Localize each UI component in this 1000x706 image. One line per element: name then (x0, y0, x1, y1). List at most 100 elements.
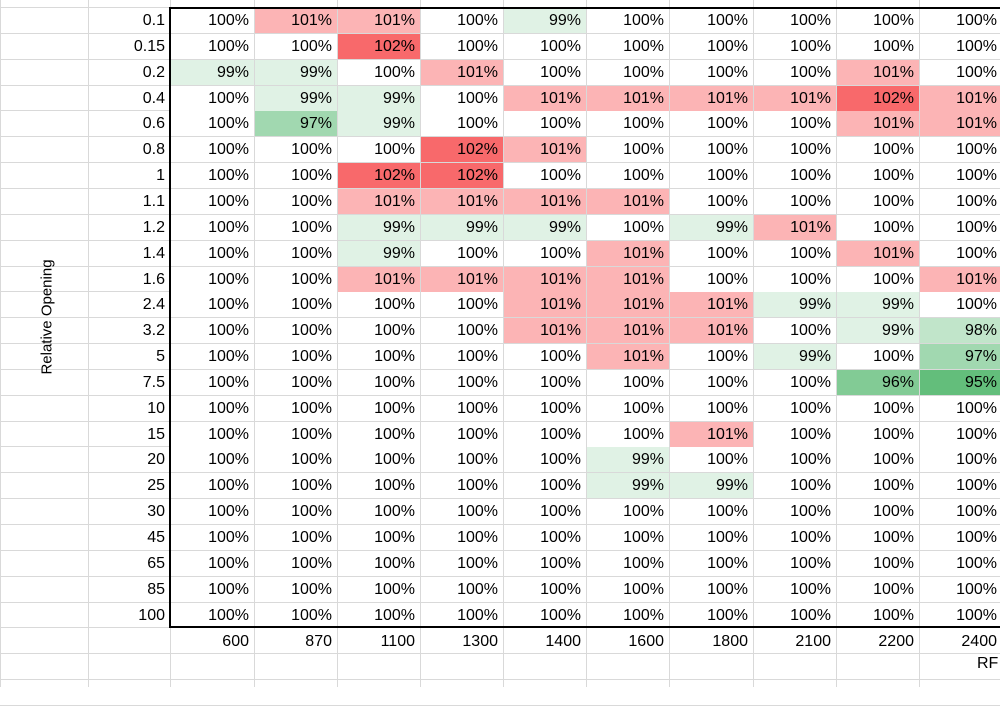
heatmap-cell[interactable]: 100% (837, 499, 919, 524)
heatmap-cell[interactable]: 99% (754, 344, 836, 369)
heatmap-cell[interactable]: 100% (255, 241, 337, 266)
heatmap-cell[interactable]: 100% (421, 344, 503, 369)
heatmap-cell[interactable]: 100% (754, 111, 836, 136)
heatmap-cell[interactable]: 100% (171, 344, 254, 369)
heatmap-cell[interactable]: 100% (587, 163, 669, 188)
heatmap-cell[interactable]: 100% (338, 473, 420, 498)
heatmap-cell[interactable]: 101% (504, 137, 586, 162)
heatmap-cell[interactable]: 100% (587, 396, 669, 421)
heatmap-cell[interactable]: 100% (754, 447, 836, 472)
heatmap-cell[interactable]: 100% (754, 60, 836, 85)
heatmap-cell[interactable]: 100% (920, 525, 1000, 550)
heatmap-cell[interactable]: 100% (670, 396, 753, 421)
heatmap-cell[interactable]: 100% (754, 473, 836, 498)
heatmap-cell[interactable]: 100% (920, 499, 1000, 524)
row-label[interactable]: 1.4 (142, 245, 165, 262)
heatmap-cell[interactable]: 100% (920, 396, 1000, 421)
heatmap-cell[interactable]: 101% (587, 318, 669, 343)
column-label[interactable]: 1300 (462, 633, 498, 650)
heatmap-cell[interactable]: 100% (171, 86, 254, 111)
heatmap-cell[interactable]: 100% (920, 189, 1000, 214)
heatmap-cell[interactable]: 100% (255, 292, 337, 317)
row-label[interactable]: 0.15 (133, 38, 165, 55)
heatmap-cell[interactable]: 101% (504, 189, 586, 214)
row-label[interactable]: 15 (147, 426, 165, 443)
heatmap-cell[interactable]: 100% (837, 8, 919, 33)
heatmap-cell[interactable]: 100% (421, 34, 503, 59)
heatmap-cell[interactable]: 100% (587, 370, 669, 395)
heatmap-cell[interactable]: 100% (670, 34, 753, 59)
heatmap-cell[interactable]: 100% (670, 551, 753, 576)
heatmap-cell[interactable]: 96% (837, 370, 919, 395)
heatmap-cell[interactable]: 100% (587, 499, 669, 524)
row-label[interactable]: 0.4 (142, 90, 165, 107)
column-label[interactable]: 870 (305, 633, 332, 650)
row-label[interactable]: 85 (147, 581, 165, 598)
row-label[interactable]: 30 (147, 503, 165, 520)
heatmap-cell[interactable]: 100% (920, 447, 1000, 472)
heatmap-cell[interactable]: 95% (920, 370, 1000, 395)
heatmap-cell[interactable]: 100% (171, 8, 254, 33)
heatmap-cell[interactable]: 100% (255, 525, 337, 550)
heatmap-cell[interactable]: 100% (670, 137, 753, 162)
heatmap-cell[interactable]: 100% (754, 577, 836, 602)
heatmap-cell[interactable]: 100% (421, 499, 503, 524)
heatmap-cell[interactable]: 100% (338, 60, 420, 85)
heatmap-cell[interactable]: 100% (670, 8, 753, 33)
column-label[interactable]: 1100 (380, 633, 415, 650)
heatmap-cell[interactable]: 101% (338, 189, 420, 214)
heatmap-cell[interactable]: 100% (421, 292, 503, 317)
heatmap-cell[interactable]: 100% (504, 525, 586, 550)
heatmap-cell[interactable]: 101% (670, 318, 753, 343)
heatmap-cell[interactable]: 100% (255, 137, 337, 162)
heatmap-cell[interactable]: 101% (504, 267, 586, 292)
heatmap-cell[interactable]: 100% (920, 292, 1000, 317)
heatmap-cell[interactable]: 100% (255, 422, 337, 447)
heatmap-cell[interactable]: 100% (587, 422, 669, 447)
heatmap-cell[interactable]: 100% (670, 603, 753, 628)
heatmap-cell[interactable]: 101% (754, 86, 836, 111)
heatmap-cell[interactable]: 100% (338, 396, 420, 421)
heatmap-cell[interactable]: 100% (171, 137, 254, 162)
heatmap-cell[interactable]: 100% (837, 215, 919, 240)
heatmap-cell[interactable]: 100% (754, 603, 836, 628)
heatmap-cell[interactable]: 101% (587, 344, 669, 369)
heatmap-cell[interactable]: 100% (587, 137, 669, 162)
heatmap-cell[interactable]: 99% (504, 8, 586, 33)
heatmap-cell[interactable]: 100% (837, 189, 919, 214)
heatmap-cell[interactable]: 100% (338, 137, 420, 162)
heatmap-cell[interactable]: 100% (171, 577, 254, 602)
heatmap-cell[interactable]: 100% (255, 189, 337, 214)
heatmap-cell[interactable]: 100% (754, 318, 836, 343)
heatmap-cell[interactable]: 100% (171, 163, 254, 188)
heatmap-cell[interactable]: 99% (754, 292, 836, 317)
heatmap-cell[interactable]: 102% (338, 163, 420, 188)
heatmap-cell[interactable]: 100% (504, 34, 586, 59)
heatmap-cell[interactable]: 100% (587, 60, 669, 85)
heatmap-cell[interactable]: 100% (338, 422, 420, 447)
heatmap-cell[interactable]: 100% (171, 318, 254, 343)
heatmap-cell[interactable]: 100% (255, 318, 337, 343)
heatmap-cell[interactable]: 100% (920, 473, 1000, 498)
heatmap-cell[interactable]: 100% (171, 189, 254, 214)
heatmap-cell[interactable]: 100% (171, 603, 254, 628)
heatmap-cell[interactable]: 100% (754, 525, 836, 550)
heatmap-cell[interactable]: 100% (504, 111, 586, 136)
heatmap-cell[interactable]: 100% (754, 551, 836, 576)
heatmap-cell[interactable]: 101% (754, 215, 836, 240)
column-label[interactable]: 1400 (545, 633, 581, 650)
heatmap-cell[interactable]: 100% (837, 267, 919, 292)
heatmap-cell[interactable]: 99% (338, 111, 420, 136)
row-label[interactable]: 1.2 (142, 219, 165, 236)
heatmap-cell[interactable]: 100% (171, 551, 254, 576)
heatmap-cell[interactable]: 100% (837, 344, 919, 369)
heatmap-cell[interactable]: 100% (670, 447, 753, 472)
heatmap-cell[interactable]: 102% (338, 34, 420, 59)
heatmap-cell[interactable]: 101% (338, 267, 420, 292)
heatmap-cell[interactable]: 100% (837, 603, 919, 628)
heatmap-cell[interactable]: 100% (255, 163, 337, 188)
heatmap-cell[interactable]: 100% (504, 344, 586, 369)
row-label[interactable]: 0.6 (142, 115, 165, 132)
row-label[interactable]: 25 (147, 477, 165, 494)
heatmap-cell[interactable]: 100% (587, 34, 669, 59)
